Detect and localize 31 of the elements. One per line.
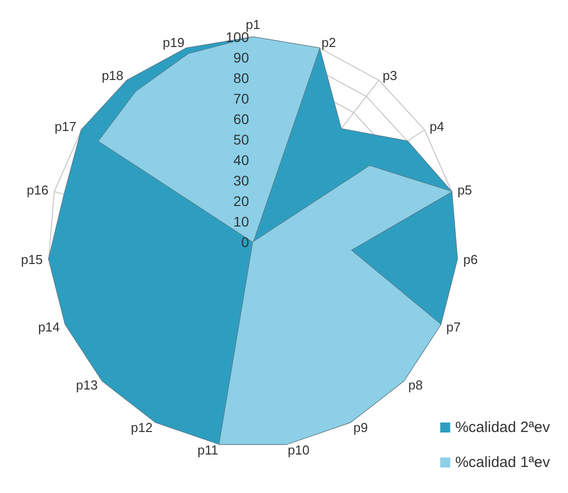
spoke-label: p11 — [198, 442, 218, 458]
spoke-label: p12 — [130, 420, 153, 436]
spoke-label: p19 — [162, 34, 184, 50]
legend-label: %calidad 1ªev — [455, 454, 550, 471]
spoke-label: p17 — [54, 119, 76, 134]
y-tick-label: 10 — [233, 214, 250, 230]
y-tick-label: 20 — [233, 193, 250, 209]
y-tick-label: 90 — [233, 50, 250, 66]
spoke-label: p8 — [408, 377, 423, 392]
spoke-label: p10 — [288, 442, 310, 458]
spoke-label: p13 — [76, 377, 98, 392]
spoke-label: p7 — [446, 319, 461, 334]
y-tick-label: 0 — [241, 234, 250, 250]
spoke-label: p6 — [463, 252, 478, 267]
y-tick-label: 40 — [233, 152, 250, 168]
spoke-label: p14 — [38, 319, 60, 334]
y-tick-label: 60 — [233, 111, 250, 127]
spoke-label: p1 — [246, 17, 260, 32]
spoke-label: p18 — [102, 68, 124, 83]
spoke-label: p9 — [353, 420, 368, 436]
y-tick-label: 80 — [233, 70, 250, 86]
spoke-label: p5 — [458, 182, 472, 198]
legend-label: %calidad 2ªev — [455, 419, 550, 436]
spoke-label: p4 — [430, 119, 444, 134]
spoke-label: p16 — [26, 182, 48, 198]
y-tick-label: 30 — [233, 172, 250, 188]
y-tick-label: 70 — [233, 90, 250, 106]
y-tick-label: 50 — [233, 132, 250, 148]
spoke-label: p15 — [21, 252, 43, 267]
spoke-label: p2 — [322, 34, 336, 50]
spoke-label: p3 — [382, 68, 398, 83]
